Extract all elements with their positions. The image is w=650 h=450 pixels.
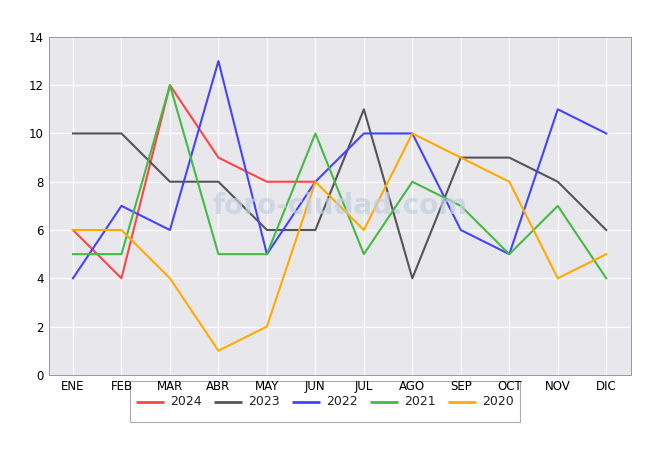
Text: 2024: 2024 xyxy=(170,395,202,408)
FancyBboxPatch shape xyxy=(130,381,520,423)
Text: 2022: 2022 xyxy=(326,395,358,408)
Text: 2021: 2021 xyxy=(404,395,436,408)
Text: Matriculaciones de Vehiculos en Cangas de Onís: Matriculaciones de Vehiculos en Cangas d… xyxy=(114,9,536,28)
Text: 2020: 2020 xyxy=(482,395,514,408)
Text: 2023: 2023 xyxy=(248,395,280,408)
Text: http://www.foro-ciudad.com: http://www.foro-ciudad.com xyxy=(486,435,630,445)
Text: foro-ciudad.com: foro-ciudad.com xyxy=(212,192,467,220)
